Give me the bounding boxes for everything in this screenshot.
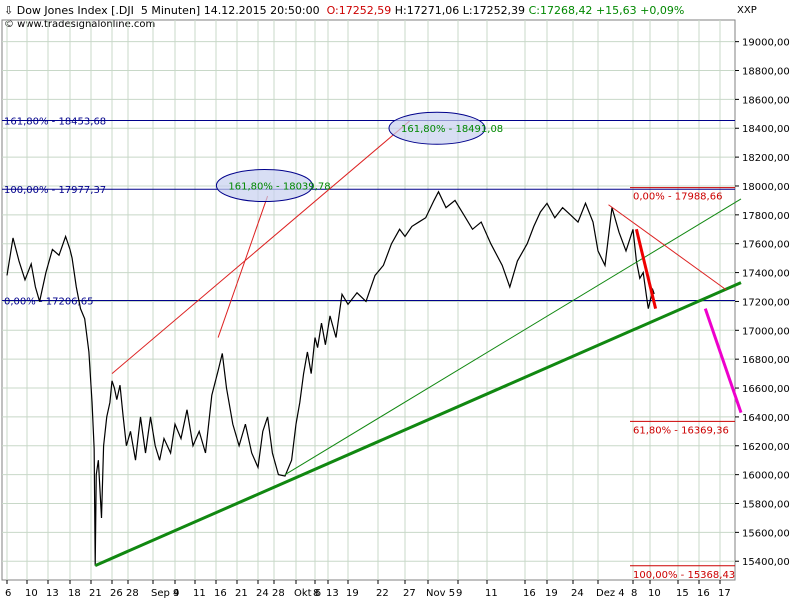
trendline — [634, 228, 658, 310]
x-tick-label: 18 — [68, 588, 81, 599]
x-tick-label: 10 — [25, 588, 38, 599]
y-tick-label: 16200,00 — [742, 442, 790, 453]
level-label: 100,00% - 17977,37 — [4, 185, 106, 196]
fib-ellipse — [388, 111, 486, 145]
y-tick-label: 17000,00 — [742, 326, 790, 337]
y-tick-label: 19000,00 — [742, 38, 790, 49]
symbol-label: XXP — [737, 5, 757, 16]
x-tick-label: 19 — [346, 588, 359, 599]
open-value: O:17252,59 — [326, 4, 392, 17]
x-tick-label: 6 — [5, 588, 11, 599]
fib-ellipse-label: 161,80% - 18491,08 — [401, 124, 503, 135]
trendline — [217, 195, 269, 338]
trendline — [608, 204, 727, 291]
x-tick-label: 26 — [110, 588, 123, 599]
x-tick-label: 10 — [648, 588, 661, 599]
x-tick-label: 11 — [193, 588, 206, 599]
trendline — [111, 120, 410, 374]
down-arrow-icon: ⇩ — [4, 4, 14, 17]
x-tick-label: Okt 6 — [294, 588, 321, 599]
y-tick-label: 18200,00 — [742, 153, 790, 164]
x-tick-label: Sep 4 — [151, 588, 179, 599]
x-tick-label: 24 — [571, 588, 584, 599]
high-value: H:17271,06 — [394, 4, 460, 17]
x-tick-label: 27 — [403, 588, 416, 599]
y-tick-label: 17400,00 — [742, 269, 790, 280]
y-tick-label: 17200,00 — [742, 297, 790, 308]
price-line — [6, 190, 655, 566]
x-tick-label: 8 — [631, 588, 637, 599]
close-value: C:17268,42 — [528, 4, 593, 17]
x-tick-label: 21 — [235, 588, 248, 599]
level-label: 0,00% - 17988,66 — [633, 192, 722, 203]
x-tick-label: Dez 4 — [596, 588, 625, 599]
x-tick-label: 28 — [126, 588, 139, 599]
x-tick-label: 28 — [272, 588, 285, 599]
x-tick-label: 11 — [485, 588, 498, 599]
trendline — [94, 281, 742, 567]
x-tick-label: 19 — [545, 588, 558, 599]
x-tick-label: 17 — [718, 588, 731, 599]
y-tick-label: 15800,00 — [742, 500, 790, 511]
y-tick-label: 16800,00 — [742, 355, 790, 366]
source-label: © www.tradesignalonline.com — [4, 19, 156, 30]
trendline — [284, 198, 742, 476]
y-tick-label: 17600,00 — [742, 240, 790, 251]
y-tick-label: 16400,00 — [742, 413, 790, 424]
level-label: 100,00% - 15368,43 — [633, 570, 735, 581]
y-tick-label: 17800,00 — [742, 211, 790, 222]
x-tick-label: 16 — [697, 588, 710, 599]
chart-title: Dow Jones Index [.DJI 5 Minuten] 14.12.2… — [16, 4, 320, 17]
y-tick-label: 16600,00 — [742, 384, 790, 395]
y-tick-label: 18000,00 — [742, 182, 790, 193]
x-tick-label: 16 — [523, 588, 536, 599]
low-value: L:17252,39 — [462, 4, 526, 17]
x-tick-label: 13 — [326, 588, 339, 599]
x-tick-label: 13 — [46, 588, 59, 599]
y-tick-label: 18400,00 — [742, 124, 790, 135]
fib-ellipse-label: 161,80% - 18039,78 — [228, 182, 330, 193]
level-label: 61,80% - 16369,36 — [633, 425, 729, 436]
x-tick-label: 21 — [89, 588, 102, 599]
x-tick-label: 15 — [676, 588, 689, 599]
fib-ellipse — [215, 169, 313, 203]
x-tick-label: Nov 5 — [426, 588, 455, 599]
x-tick-label: 9 — [456, 588, 462, 599]
y-tick-label: 15400,00 — [742, 557, 790, 568]
change-value: +15,63 +0,09% — [595, 4, 685, 17]
level-label: 0,00% - 17206,65 — [4, 296, 93, 307]
y-tick-label: 16000,00 — [742, 471, 790, 482]
y-tick-label: 18800,00 — [742, 67, 790, 78]
trendline — [703, 308, 743, 414]
y-tick-label: 18600,00 — [742, 95, 790, 106]
x-tick-label: 16 — [214, 588, 227, 599]
x-tick-label: 24 — [256, 588, 269, 599]
y-tick-label: 15600,00 — [742, 528, 790, 539]
x-tick-label: 22 — [376, 588, 389, 599]
x-tick-label: 9 — [173, 588, 179, 599]
x-tick-label: 8 — [313, 588, 319, 599]
chart-header: ⇩ Dow Jones Index [.DJI 5 Minuten] 14.12… — [4, 4, 684, 17]
level-label: 161,80% - 18453,68 — [4, 116, 106, 127]
